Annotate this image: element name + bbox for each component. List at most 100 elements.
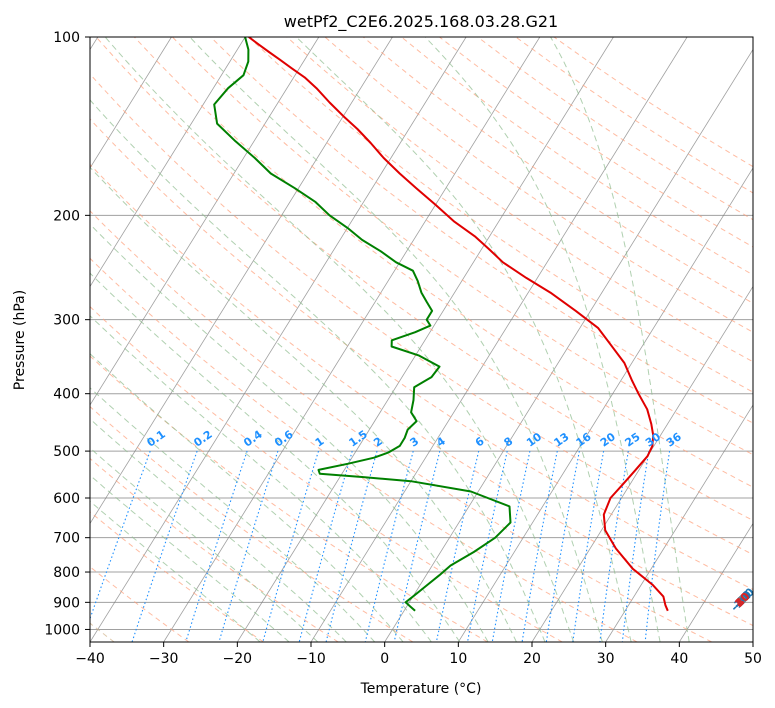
dry-adiabat-line: [553, 37, 753, 168]
mixing-ratio-label: 25: [623, 430, 643, 449]
mixing-ratio-line: [572, 451, 605, 642]
moist-adiabat-line: [189, 37, 603, 642]
dry-adiabat-line: [248, 37, 753, 393]
mixing-ratio-line: [185, 450, 248, 642]
y-tick-label: 100: [53, 30, 80, 46]
mixing-ratio-line: [545, 450, 580, 642]
dry-adiabat-line: [95, 37, 753, 521]
dry-adiabat-line: [90, 163, 753, 627]
y-tick-label: 900: [53, 595, 80, 611]
isotherm-line: [90, 37, 172, 169]
mixing-ratio-line: [491, 450, 531, 642]
moist-adiabat-line: [90, 387, 376, 642]
mixing-ratio-label: 16: [574, 430, 594, 450]
isotherm-line: [531, 285, 753, 642]
mixing-ratio-label: 30: [643, 430, 663, 450]
isotherm-line: [90, 37, 393, 525]
dry-adiabat-line: [90, 118, 753, 591]
moist-adiabat-line: [424, 37, 661, 642]
y-tick-label: 1000: [44, 622, 80, 638]
isotherm-line: [678, 522, 753, 642]
dry-adiabat-line: [90, 511, 264, 642]
isotherm-line: [90, 37, 246, 288]
mixing-ratio-label: 4: [434, 434, 448, 449]
series-layer: [213, 37, 669, 612]
y-tick-label: 200: [53, 208, 80, 224]
x-tick-label: −10: [296, 651, 326, 667]
mixing-ratio-line: [466, 450, 508, 642]
dry-adiabat-line: [90, 566, 190, 642]
dry-adiabat-line: [172, 37, 753, 456]
y-tick-label: 500: [53, 444, 80, 460]
chart-title: wetPf2_C2E6.2025.168.03.28.G21: [284, 12, 558, 32]
moist-adiabat-line: [90, 272, 461, 642]
dry-adiabat-line: [286, 37, 753, 363]
isotherm-line: [605, 404, 753, 642]
mixing-ratio-line: [218, 450, 279, 642]
isotherm-line: [236, 37, 614, 642]
x-axis-label: Temperature (°C): [360, 681, 482, 697]
mixing-ratio-label: 3: [407, 435, 421, 450]
y-tick-label: 300: [53, 313, 80, 329]
dry-adiabat-line: [90, 210, 712, 642]
mixing-ratio-line: [364, 450, 414, 642]
dry-adiabat-line: [90, 305, 563, 642]
mixing-ratio-label: 36: [664, 430, 684, 450]
moist-adiabat-line: [90, 353, 404, 642]
y-tick-label: 700: [53, 531, 80, 547]
mixing-ratio-line: [621, 451, 650, 642]
dry-adiabat-line: [324, 37, 753, 333]
moist-adiabat-line: [90, 223, 489, 642]
y-axis-label: Pressure (hPa): [12, 290, 28, 390]
x-tick-label: 20: [523, 651, 541, 667]
mixing-ratio-line: [325, 450, 378, 642]
mixing-ratio-label: 13: [552, 430, 572, 449]
mixing-ratio-label: 0.1: [144, 428, 167, 450]
mixing-ratio-line: [435, 450, 480, 642]
mixing-ratio-line: [262, 450, 320, 642]
isotherm-line: [163, 37, 541, 642]
mixing-ratio-line: [298, 450, 353, 642]
temperature-profile-line: [248, 37, 669, 612]
dry-adiabat-line: [210, 37, 753, 424]
x-tick-label: 10: [449, 651, 467, 667]
mixing-ratio-label: 1.5: [346, 428, 369, 450]
x-tick-label: −30: [149, 651, 179, 667]
mixing-ratio-line: [90, 450, 151, 621]
x-tick-label: −20: [223, 651, 253, 667]
isotherm-line: [457, 167, 753, 642]
mixing-ratio-line: [131, 450, 198, 642]
y-tick-label: 600: [53, 491, 80, 507]
grid-layer: [90, 37, 753, 642]
moist-adiabat-line: [90, 474, 290, 642]
moist-adiabat-line: [90, 315, 432, 642]
moist-adiabat-line: [104, 37, 575, 642]
annotation-layer: 0.1 0.2 0.4 0.6 1 1.5 2 3 4 6 8 10 13 16 20 25 30 36-100-…: [144, 428, 757, 615]
moist-adiabat-line: [90, 447, 319, 642]
x-tick-label: 40: [670, 651, 688, 667]
axis-ticks: −40 −30 −20 −10 0 10 20 30 40 5010020030040050060…: [44, 30, 762, 667]
mixing-ratio-label: 0.6: [272, 428, 296, 450]
dry-adiabat-line: [90, 457, 339, 642]
x-tick-label: 50: [744, 651, 762, 667]
dry-adiabat-line: [90, 73, 753, 556]
mixing-ratio-line: [644, 451, 671, 642]
isotherm-line: [384, 48, 753, 642]
plot-frame: [89, 36, 754, 643]
dry-adiabat-line: [90, 405, 414, 642]
isotherm-line: [752, 641, 753, 642]
moist-adiabat-line: [295, 37, 632, 642]
x-tick-label: 30: [597, 651, 615, 667]
x-tick-label: −40: [75, 651, 105, 667]
moist-adiabat-line: [550, 37, 690, 642]
moist-adiabat-line: [90, 500, 261, 642]
dry-adiabat-line: [90, 355, 488, 642]
mixing-ratio-line: [393, 450, 441, 642]
mixing-ratio-label: 8: [501, 435, 515, 450]
dry-adiabat-line: [133, 37, 753, 488]
isotherm-line: [90, 37, 467, 642]
dry-adiabat-line: [477, 37, 753, 221]
mixing-ratio-label: 20: [598, 430, 618, 450]
mixing-ratio-line: [521, 450, 558, 642]
